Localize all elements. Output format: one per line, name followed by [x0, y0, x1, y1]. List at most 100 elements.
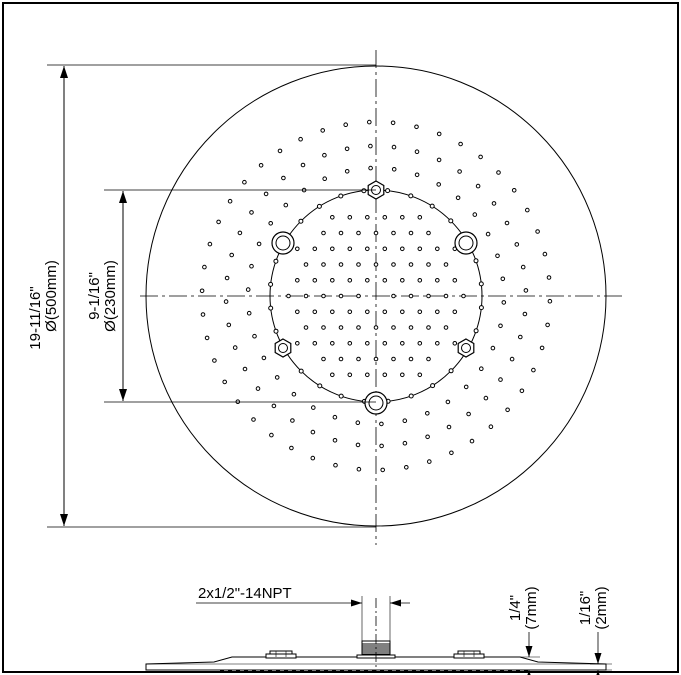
- nozzle-hole: [246, 310, 252, 316]
- nozzle-hole: [382, 215, 388, 220]
- nozzle-hole: [365, 309, 370, 315]
- nozzle-hole: [391, 262, 396, 267]
- side-nozzle-tip: [268, 670, 272, 672]
- side-nozzle-tip: [220, 670, 224, 672]
- nozzle-hole: [368, 165, 373, 171]
- nozzle-hole: [509, 356, 515, 362]
- nozzle-hole: [426, 356, 431, 362]
- nozzle-hole: [382, 309, 388, 315]
- nozzle-hole: [417, 341, 423, 346]
- nozzle-hole: [343, 122, 349, 127]
- nozzle-hole: [312, 278, 318, 283]
- nozzle-hole: [347, 278, 353, 283]
- nozzle-hole: [312, 341, 318, 346]
- nozzle-hole: [426, 230, 431, 236]
- nozzle-hole: [322, 176, 328, 181]
- nozzle-hole: [435, 278, 440, 283]
- mounting-fitting-left: [274, 338, 292, 358]
- side-nozzle-tip: [276, 670, 280, 672]
- side-nozzle-tip: [292, 670, 296, 672]
- side-nozzle-tip: [372, 670, 376, 672]
- side-nozzle-tip: [364, 670, 368, 672]
- nozzle-hole: [249, 263, 254, 269]
- nozzle-hole: [330, 341, 335, 346]
- nozzle-hole: [475, 183, 481, 189]
- nozzle-hole: [425, 411, 430, 416]
- nozzle-hole: [356, 325, 361, 330]
- nozzle-hole: [414, 172, 420, 178]
- nozzle-hole: [365, 278, 370, 283]
- nozzle-hole: [298, 368, 304, 374]
- nozzle-hole: [426, 293, 431, 299]
- side-nozzle-tip: [420, 670, 424, 672]
- nozzle-hole: [449, 450, 454, 456]
- side-nozzle-tip: [308, 670, 312, 672]
- nozzle-hole: [408, 262, 414, 267]
- nozzle-hole: [391, 356, 396, 362]
- nozzle-hole: [338, 356, 344, 362]
- nozzle-hole: [338, 293, 344, 299]
- nozzle-hole: [466, 411, 471, 417]
- plate-body-thickness-imperial-label: 1/4": [507, 595, 524, 621]
- nozzle-hole: [367, 119, 372, 125]
- nozzle-hole: [518, 334, 523, 340]
- nozzle-hole: [436, 157, 442, 163]
- nozzle-hole: [232, 345, 238, 350]
- nozzle-hole: [435, 341, 440, 346]
- side-nozzle-tip: [340, 670, 344, 672]
- nozzle-hole: [321, 356, 326, 362]
- nozzle-hole: [295, 246, 300, 252]
- nozzle-hole: [404, 465, 409, 470]
- nozzle-hole: [417, 215, 423, 220]
- nozzle-hole: [344, 169, 350, 174]
- top-view: [140, 50, 622, 545]
- nozzle-hole: [298, 136, 303, 142]
- nozzle-hole: [344, 146, 350, 152]
- nozzle-hole: [408, 293, 414, 299]
- nozzle-hole: [268, 221, 274, 226]
- nozzle-hole: [469, 438, 475, 444]
- nozzle-hole: [277, 148, 283, 154]
- side-fitting-left: [265, 650, 297, 659]
- nozzle-hole: [261, 355, 267, 361]
- nozzle-hole: [382, 278, 388, 283]
- nozzle-hole: [496, 170, 501, 175]
- nozzle-hole: [400, 215, 405, 220]
- side-fitting-right: [453, 650, 485, 659]
- nozzle-hole: [414, 149, 420, 154]
- nozzle-hole: [504, 220, 510, 226]
- nozzle-hole: [408, 325, 414, 330]
- plate-profile: [145, 656, 607, 671]
- nozzle-hole: [312, 309, 318, 315]
- nozzle-hole: [417, 278, 423, 283]
- nozzle-hole: [365, 341, 370, 346]
- nozzle-hole: [281, 175, 286, 181]
- nozzle-hole: [427, 459, 432, 464]
- nozzle-hole: [448, 368, 454, 374]
- nozzle-hole: [316, 203, 322, 209]
- nozzle-hole: [498, 377, 503, 382]
- nozzle-hole: [408, 230, 414, 236]
- side-nozzle-tip: [516, 670, 520, 672]
- nozzle-hole: [338, 230, 344, 236]
- nozzle-hole: [204, 335, 210, 341]
- nozzle-hole: [417, 372, 423, 378]
- nozzle-hole: [356, 466, 362, 472]
- nozzle-hole: [202, 264, 207, 270]
- side-nozzle-tip: [484, 670, 488, 672]
- nozzle-hole: [332, 438, 338, 443]
- nozzle-hole: [542, 251, 548, 257]
- nozzle-hole: [373, 230, 379, 236]
- side-nozzle-tip: [316, 670, 320, 672]
- water-inlet-right: [454, 231, 478, 255]
- nozzle-hole: [347, 309, 353, 315]
- nozzle-hole: [311, 405, 316, 410]
- plate-body-thickness-metric-label: (7mm): [523, 586, 540, 629]
- plate-body-thickness-dimension: [515, 632, 540, 675]
- nozzle-hole: [295, 341, 300, 346]
- inlet-thread-dimension: [196, 596, 410, 641]
- nozzle-hole: [463, 384, 469, 390]
- nozzle-hole: [227, 198, 233, 204]
- nozzle-hole: [361, 188, 367, 194]
- nozzle-hole: [545, 322, 550, 328]
